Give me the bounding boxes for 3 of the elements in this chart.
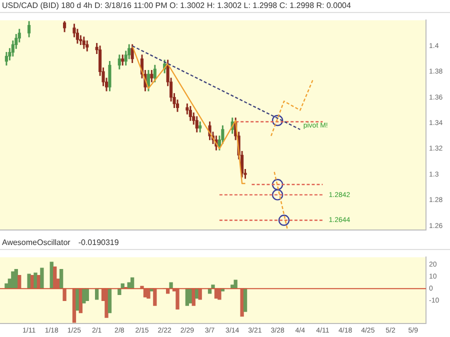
chart-subtitle: -0.0190319 (78, 238, 119, 247)
chart-title: AwesomeOscillator (2, 238, 70, 247)
chart-title: USD/CAD (BID) 180 d 4h D: 3/18/16 11:00 PM O: 1.3002 H: 1.3002 L: 1.2998 C: 1.2998 R: 0.0004 (2, 1, 351, 10)
